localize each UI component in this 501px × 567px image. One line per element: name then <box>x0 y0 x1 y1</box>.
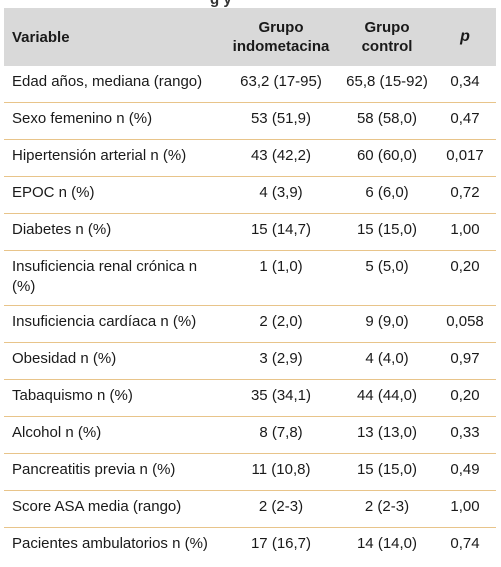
baseline-characteristics-table: Variable Grupo indometacina Grupo contro… <box>4 8 496 565</box>
header-group-control: Grupo control <box>340 18 434 56</box>
cell-variable: Tabaquismo n (%) <box>12 387 133 404</box>
cell-indometacina: 53 (51,9) <box>250 110 312 127</box>
table-row: Alcohol n (%) 8 (7,8) 13 (13,0) 0,33 <box>4 417 496 454</box>
cell-variable: Pacientes ambulatorios n (%) <box>12 535 208 552</box>
table-header: Variable Grupo indometacina Grupo contro… <box>4 8 496 66</box>
cell-indometacina: 8 (7,8) <box>259 424 303 441</box>
header-group1-line1: Grupo <box>258 19 304 36</box>
cell-variable: Insuficiencia renal crónica n (%) <box>12 258 198 295</box>
cell-indometacina: 43 (42,2) <box>250 147 312 164</box>
cell-variable: Alcohol n (%) <box>12 424 102 441</box>
header-group2-line2: control <box>361 38 413 55</box>
cell-indometacina: 2 (2,0) <box>259 313 303 330</box>
cell-control: 65,8 (15-92) <box>346 73 428 90</box>
cell-control: 14 (14,0) <box>356 535 418 552</box>
cell-p-value: 1,00 <box>450 221 480 238</box>
cell-control: 15 (15,0) <box>356 461 418 478</box>
cell-indometacina: 15 (14,7) <box>250 221 312 238</box>
header-group-indometacina: Grupo indometacina <box>222 18 340 56</box>
table-row: Tabaquismo n (%) 35 (34,1) 44 (44,0) 0,2… <box>4 380 496 417</box>
cell-p-value: 0,47 <box>450 110 480 127</box>
header-variable: Variable <box>12 28 70 46</box>
cell-control: 5 (5,0) <box>365 258 409 275</box>
cell-indometacina: 63,2 (17-95) <box>240 73 322 90</box>
table-row: Insuficiencia renal crónica n (%) 1 (1,0… <box>4 251 496 306</box>
cell-p-value: 1,00 <box>450 498 480 515</box>
cell-p-value: 0,34 <box>450 73 480 90</box>
table-row: Insuficiencia cardíaca n (%) 2 (2,0) 9 (… <box>4 306 496 343</box>
cell-control: 6 (6,0) <box>365 184 409 201</box>
table-row: Obesidad n (%) 3 (2,9) 4 (4,0) 0,97 <box>4 343 496 380</box>
cell-p-value: 0,72 <box>450 184 480 201</box>
cell-p-value: 0,33 <box>450 424 480 441</box>
header-group2-line1: Grupo <box>364 19 410 36</box>
cell-control: 58 (58,0) <box>356 110 418 127</box>
header-p-value: p <box>460 28 470 45</box>
cell-control: 44 (44,0) <box>356 387 418 404</box>
cell-control: 2 (2-3) <box>364 498 410 515</box>
cell-variable: Hipertensión arterial n (%) <box>12 147 187 164</box>
cell-indometacina: 2 (2-3) <box>258 498 304 515</box>
cut-off-caption-fragment: g y <box>210 0 232 8</box>
table-row: Hipertensión arterial n (%) 43 (42,2) 60… <box>4 140 496 177</box>
cell-variable: Sexo femenino n (%) <box>12 110 153 127</box>
cell-variable: Diabetes n (%) <box>12 221 112 238</box>
cell-p-value: 0,20 <box>450 258 480 275</box>
cell-variable: Score ASA media (rango) <box>12 498 182 515</box>
table-row: Score ASA media (rango) 2 (2-3) 2 (2-3) … <box>4 491 496 528</box>
cell-p-value: 0,49 <box>450 461 480 478</box>
cell-indometacina: 3 (2,9) <box>259 350 303 367</box>
cell-variable: Pancreatitis previa n (%) <box>12 461 176 478</box>
cell-variable: EPOC n (%) <box>12 184 95 201</box>
cell-control: 4 (4,0) <box>365 350 409 367</box>
table-row: Edad años, mediana (rango) 63,2 (17-95) … <box>4 66 496 103</box>
cell-p-value: 0,20 <box>450 387 480 404</box>
table-row: Pacientes ambulatorios n (%) 17 (16,7) 1… <box>4 528 496 565</box>
cell-p-value: 0,97 <box>450 350 480 367</box>
table-row: Pancreatitis previa n (%) 11 (10,8) 15 (… <box>4 454 496 491</box>
cell-control: 60 (60,0) <box>356 147 418 164</box>
cell-control: 13 (13,0) <box>356 424 418 441</box>
table-body: Edad años, mediana (rango) 63,2 (17-95) … <box>4 66 496 565</box>
cell-indometacina: 17 (16,7) <box>250 535 312 552</box>
cell-variable: Edad años, mediana (rango) <box>12 73 203 90</box>
cell-p-value: 0,017 <box>446 147 484 164</box>
table-row: EPOC n (%) 4 (3,9) 6 (6,0) 0,72 <box>4 177 496 214</box>
cell-p-value: 0,058 <box>446 313 484 330</box>
table-row: Sexo femenino n (%) 53 (51,9) 58 (58,0) … <box>4 103 496 140</box>
table-row: Diabetes n (%) 15 (14,7) 15 (15,0) 1,00 <box>4 214 496 251</box>
cell-indometacina: 11 (10,8) <box>251 461 311 478</box>
cell-variable: Obesidad n (%) <box>12 350 117 367</box>
cell-variable: Insuficiencia cardíaca n (%) <box>12 313 197 330</box>
cell-indometacina: 4 (3,9) <box>259 184 303 201</box>
cell-indometacina: 35 (34,1) <box>250 387 312 404</box>
cell-control: 15 (15,0) <box>356 221 418 238</box>
cell-indometacina: 1 (1,0) <box>259 258 303 275</box>
header-group1-line2: indometacina <box>232 38 330 55</box>
cell-control: 9 (9,0) <box>365 313 409 330</box>
cell-p-value: 0,74 <box>450 535 480 552</box>
